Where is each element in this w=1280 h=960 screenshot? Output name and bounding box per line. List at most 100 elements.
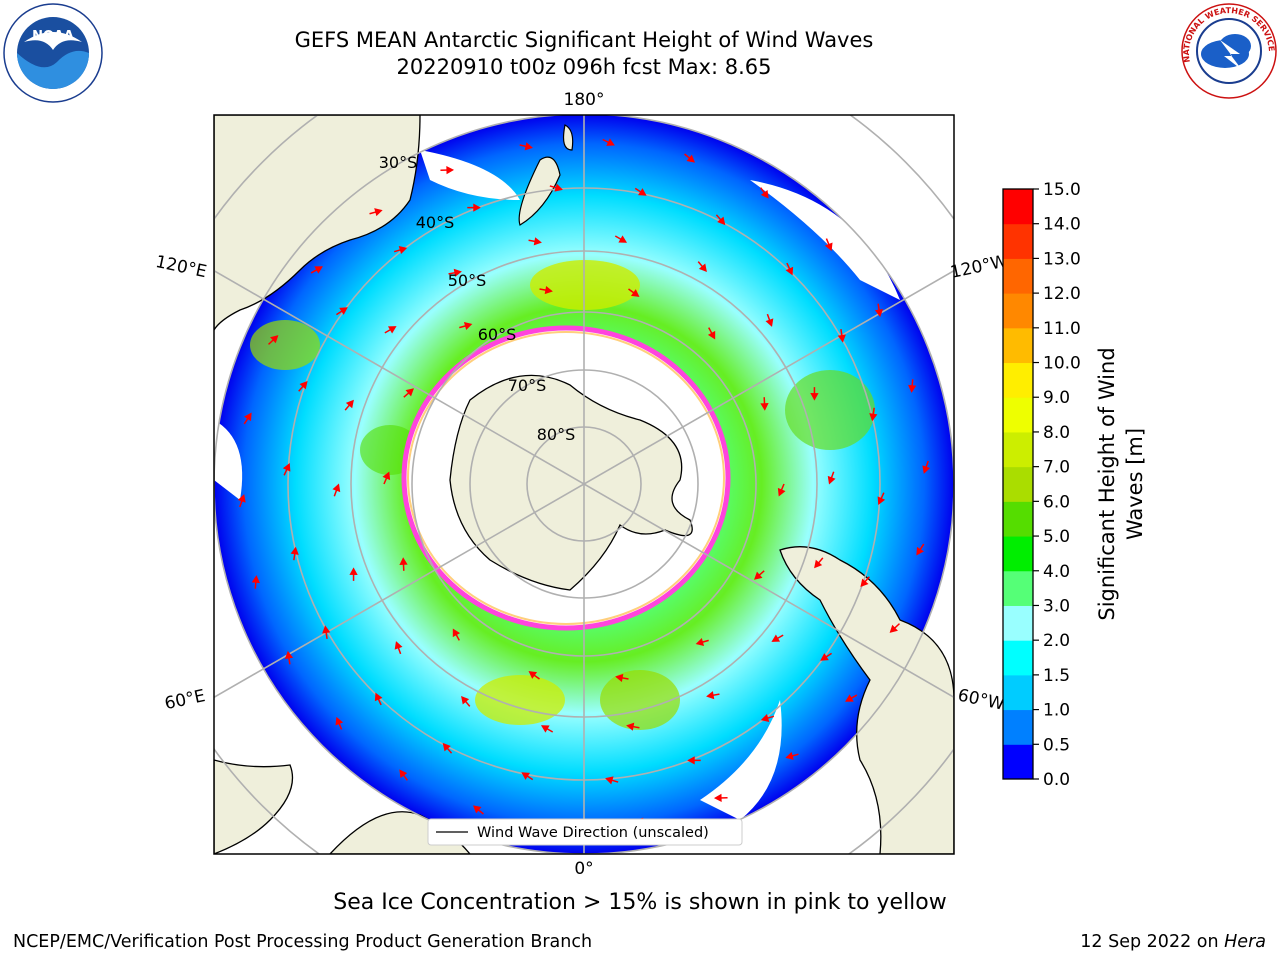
wave-direction-arrowhead	[528, 671, 538, 679]
parallel-label-70s: 70°S	[508, 376, 547, 395]
wave-direction-arrowhead	[521, 772, 530, 780]
wave-direction-arrowhead	[698, 263, 707, 273]
parallel-label-30s: 30°S	[379, 153, 418, 172]
wind-wave-arrows	[237, 138, 931, 830]
colorbar-block	[1003, 709, 1033, 745]
wave-direction-arrowhead	[452, 628, 461, 638]
colorbar-tick-label: 10.0	[1043, 354, 1081, 374]
wave-direction-arrowhead	[626, 722, 635, 731]
wave-direction-arrowhead	[845, 694, 854, 702]
colorbar-block	[1003, 674, 1033, 711]
colorbar-block	[1003, 223, 1033, 259]
wave-direction-arrowhead	[405, 388, 414, 397]
wave-direction-arrowhead	[687, 756, 695, 765]
wave-direction-arrowhead	[335, 716, 344, 726]
wave-direction-arrowhead	[618, 235, 628, 243]
colorbar-tick-label: 0.5	[1043, 735, 1070, 755]
colorbar-tick-label: 1.5	[1043, 666, 1070, 686]
colorbar-tick-label: 0.0	[1043, 770, 1070, 790]
wave-direction-arrowhead	[869, 413, 878, 422]
wave-direction-arrowhead	[446, 165, 455, 175]
wave-direction-arrowhead	[717, 216, 726, 226]
wave-direction-arrowhead	[605, 776, 614, 785]
colorbar-block	[1003, 362, 1033, 398]
wave-direction-arrowhead	[827, 475, 836, 485]
wave-direction-arrowhead	[461, 695, 470, 705]
wave-direction-arrowhead	[349, 567, 358, 575]
wave-direction-arrowhead	[695, 637, 705, 646]
parallel-label-80s: 80°S	[537, 425, 576, 444]
colorbar-tick-label: 5.0	[1043, 527, 1070, 547]
wave-direction-arrowhead	[387, 326, 397, 334]
wave-direction-arrowhead	[916, 546, 924, 556]
wave-direction-arrowhead	[771, 634, 781, 642]
map-content	[214, 115, 954, 854]
colorbar-block	[1003, 258, 1033, 294]
wave-direction-arrowhead	[785, 751, 794, 760]
wave-direction-arrowhead	[270, 335, 279, 344]
colorbar-tick-label: 2.0	[1043, 631, 1070, 651]
colorbar-block	[1003, 640, 1033, 676]
legend-label: Wind Wave Direction (unscaled)	[477, 825, 709, 841]
wave-direction-arrowhead	[339, 307, 348, 315]
wave-direction-arrowhead	[473, 203, 481, 212]
footer-date: 12 Sep 2022 on Hera	[1080, 932, 1266, 952]
wave-direction-arrowhead	[638, 188, 647, 196]
graticule	[214, 115, 954, 854]
colorbar-tick-label: 14.0	[1043, 215, 1081, 235]
colorbar-tick-label: 4.0	[1043, 562, 1070, 582]
map-subtitle: 20220910 t00z 096h fcst Max: 8.65	[396, 55, 772, 79]
wave-direction-arrowhead	[399, 557, 408, 566]
wave-direction-arrowhead	[713, 793, 722, 803]
wave-direction-arrowhead	[540, 725, 550, 733]
wave-direction-arrowhead	[630, 289, 640, 297]
australia-landmass	[214, 115, 421, 332]
parallel-label-50s: 50°S	[448, 271, 487, 290]
wave-direction-arrowhead	[282, 463, 291, 472]
wave-direction-arrowhead	[754, 571, 763, 580]
map-title: GEFS MEAN Antarctic Significant Height o…	[294, 28, 874, 52]
colorbar-tick-label: 13.0	[1043, 249, 1081, 269]
wave-direction-arrowhead	[442, 742, 451, 752]
africa-landmass	[214, 759, 294, 854]
wave-direction-arrowhead	[374, 208, 383, 217]
colorbar-block	[1003, 744, 1033, 780]
colorbar-block	[1003, 397, 1033, 433]
south-america-landmass	[779, 546, 954, 854]
wave-direction-arrowhead	[533, 237, 542, 246]
wave-direction-arrowhead	[686, 154, 695, 163]
wave-direction-arrowhead	[374, 692, 383, 702]
colorbar-ticks: 0.0 0.5 1.0 1.5 2.0 3.0 4.0 5.0 6.0 7.0 8.0 9.0 10.0…	[1033, 180, 1081, 790]
colorbar-tick-label: 1.0	[1043, 701, 1070, 721]
colorbar-tick-label: 9.0	[1043, 388, 1070, 408]
wave-direction-arrowhead	[284, 650, 294, 660]
wave-direction-arrowhead	[299, 380, 308, 390]
wave-direction-arrowhead	[399, 769, 408, 778]
wave-direction-arrowhead	[785, 266, 794, 276]
colorbar-tick-label: 7.0	[1043, 458, 1070, 478]
colorbar-block	[1003, 605, 1033, 641]
wave-direction-arrowhead	[837, 334, 846, 343]
wave-direction-arrowhead	[760, 190, 769, 199]
colorbar-block	[1003, 570, 1033, 606]
wave-direction-arrowhead	[908, 384, 917, 393]
wave-direction-arrowhead	[251, 575, 260, 584]
colorbar-tick-label: 15.0	[1043, 180, 1081, 200]
noaa-logo-text: NOAA	[32, 29, 74, 44]
footer-producer: NCEP/EMC/Verification Post Processing Pr…	[13, 932, 593, 952]
wave-direction-arrowhead	[814, 559, 823, 569]
wave-direction-arrowhead	[322, 625, 331, 634]
meridian-label-bottom: 0°	[574, 859, 593, 879]
map-legend	[427, 818, 743, 846]
wave-direction-arrowhead	[606, 138, 615, 146]
wave-direction-arrowhead	[860, 578, 869, 588]
map-frame	[213, 114, 955, 855]
colorbar-tick-label: 8.0	[1043, 423, 1070, 443]
wave-direction-arrowhead	[237, 494, 246, 503]
wave-direction-arrowhead	[922, 465, 931, 474]
wave-direction-arrowhead	[760, 402, 769, 411]
colorbar-tick-label: 3.0	[1043, 596, 1070, 616]
wave-direction-arrowhead	[524, 142, 533, 151]
wave-direction-arrowhead	[244, 412, 252, 422]
colorbar-block	[1003, 189, 1033, 225]
